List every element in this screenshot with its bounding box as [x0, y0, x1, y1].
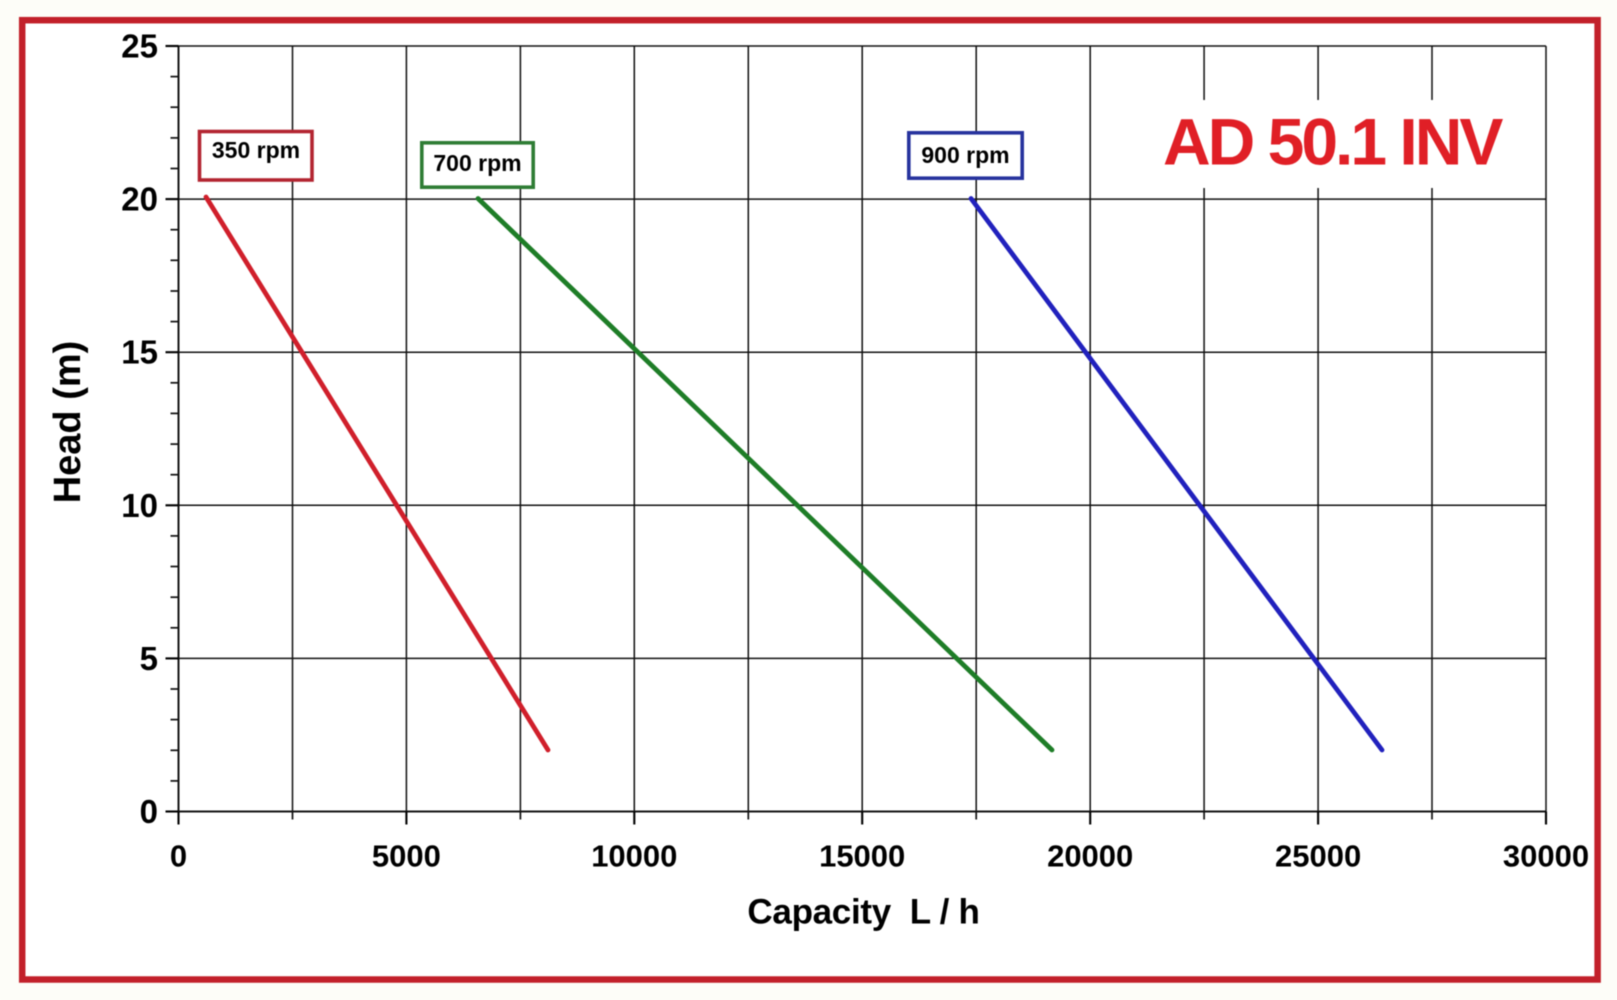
svg-text:Head (m): Head (m) [47, 341, 89, 504]
svg-text:20000: 20000 [1047, 839, 1133, 874]
svg-text:0: 0 [140, 793, 158, 830]
svg-text:Capacity L / h: Capacity L / h [747, 893, 979, 932]
svg-text:700 rpm: 700 rpm [433, 150, 521, 176]
svg-text:25: 25 [121, 28, 158, 65]
svg-text:15: 15 [121, 334, 158, 371]
svg-text:25000: 25000 [1275, 839, 1361, 874]
svg-text:5000: 5000 [372, 839, 441, 874]
svg-text:15000: 15000 [819, 839, 905, 874]
svg-text:5: 5 [140, 640, 158, 677]
svg-text:0: 0 [170, 839, 187, 874]
svg-text:20: 20 [121, 181, 158, 218]
svg-text:AD 50.1 INV: AD 50.1 INV [1163, 105, 1503, 179]
svg-text:10000: 10000 [591, 839, 677, 874]
svg-text:350 rpm: 350 rpm [212, 137, 300, 163]
svg-text:900 rpm: 900 rpm [921, 142, 1009, 168]
svg-text:10: 10 [121, 487, 158, 524]
svg-text:30000: 30000 [1503, 839, 1589, 874]
